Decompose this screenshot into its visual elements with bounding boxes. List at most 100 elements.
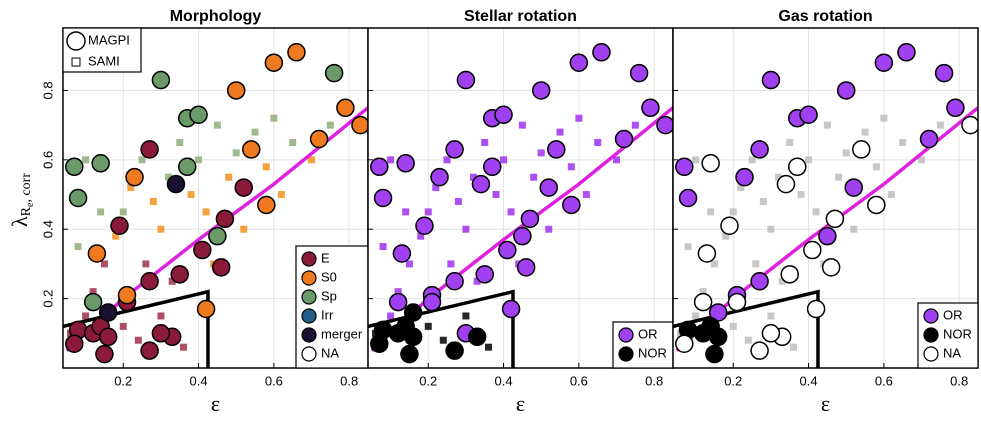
magpi-point [264, 53, 284, 72]
y-tick-label: 0.2 [40, 290, 55, 308]
sami-point [289, 138, 297, 146]
x-tick-label: 0.2 [114, 373, 132, 388]
legend-label: E [321, 250, 330, 265]
magpi-point [539, 178, 558, 197]
x-axis-label: ε [516, 391, 525, 416]
magpi-point [761, 324, 781, 343]
magpi-point [678, 188, 698, 208]
sami-point [462, 225, 470, 233]
magpi-point [189, 105, 208, 124]
magpi-point [234, 178, 253, 197]
magpi-point [750, 341, 769, 360]
magpi-point [226, 81, 246, 100]
magpi-point [370, 157, 389, 177]
legend-marker [301, 251, 317, 267]
magpi-point [287, 43, 306, 62]
sami-point [262, 163, 270, 171]
sami-point [567, 163, 575, 171]
sami-point [556, 128, 564, 136]
magpi-point [693, 292, 713, 312]
sami-point [394, 288, 402, 296]
sami-point [613, 156, 621, 164]
magpi-point [445, 140, 464, 159]
magpi-point [656, 115, 673, 135]
magpi-point [720, 216, 739, 236]
sami-point [899, 138, 907, 146]
legend-marker [301, 270, 317, 286]
magpi-point [825, 209, 845, 229]
sami-point [737, 184, 745, 192]
legend-label: S0 [321, 269, 337, 284]
y-tick-label: 0.6 [40, 151, 55, 169]
sami-point [812, 208, 820, 216]
sami-point [835, 173, 843, 181]
sami-point [100, 260, 108, 268]
x-tick-label: 0.4 [495, 373, 513, 388]
magpi-point [919, 129, 939, 149]
sami-point [936, 121, 944, 129]
magpi-point [614, 129, 634, 149]
sami-point [778, 277, 786, 285]
sami-point [582, 191, 590, 199]
magpi-point [196, 299, 216, 319]
y-label-part: R [19, 206, 34, 216]
magpi-point [151, 324, 171, 343]
magpi-point [750, 272, 769, 291]
magpi-point [388, 292, 408, 312]
magpi-point [65, 334, 84, 353]
sami-point [225, 173, 233, 181]
sami-point [710, 260, 718, 268]
x-tick-label: 0.6 [875, 373, 893, 388]
legend-marker [66, 31, 86, 51]
sami-point [443, 156, 451, 164]
sami-point [432, 184, 440, 192]
sami-point [918, 156, 926, 164]
sami-point [127, 184, 135, 192]
sami-point [454, 197, 462, 205]
sami-point [97, 208, 105, 216]
sami-point [213, 121, 221, 129]
magpi-point [867, 195, 886, 215]
sami-point [270, 114, 278, 122]
magpi-point [852, 140, 871, 159]
sami-point [880, 114, 888, 122]
sami-point [405, 260, 413, 268]
x-tick-label: 0.4 [190, 373, 208, 388]
magpi-point [513, 226, 532, 246]
magpi-point [498, 240, 517, 260]
magpi-point [170, 265, 189, 284]
legend-marker [923, 327, 939, 343]
legend-label: NA [943, 345, 961, 360]
panel-frame [672, 27, 979, 369]
magpi-point [803, 240, 822, 260]
magpi-point [125, 167, 144, 187]
legend-marker [923, 308, 939, 324]
sami-point [308, 156, 316, 164]
x-tick-label: 0.2 [419, 373, 437, 388]
x-tick-label: 0.8 [340, 373, 358, 388]
magpi-point [946, 98, 965, 118]
panel-title: Morphology [170, 8, 262, 25]
magpi-point [415, 216, 434, 236]
magpi-point [471, 174, 491, 194]
sami-point [518, 121, 526, 129]
magpi-point [897, 43, 916, 62]
sami-point [797, 191, 805, 199]
magpi-point [193, 240, 212, 260]
magpi-point [675, 334, 694, 353]
sami-point [631, 121, 639, 129]
magpi-point [697, 244, 717, 263]
magpi-point [65, 157, 84, 177]
magpi-point [750, 140, 769, 159]
magpi-point [727, 292, 747, 312]
magpi-point [934, 63, 954, 83]
sami-point [887, 191, 895, 199]
magpi-point [68, 188, 88, 208]
sami-point [417, 232, 425, 240]
magpi-point [874, 53, 894, 72]
magpi-point [98, 303, 118, 322]
sami-point [251, 128, 259, 136]
sami-point [759, 197, 767, 205]
